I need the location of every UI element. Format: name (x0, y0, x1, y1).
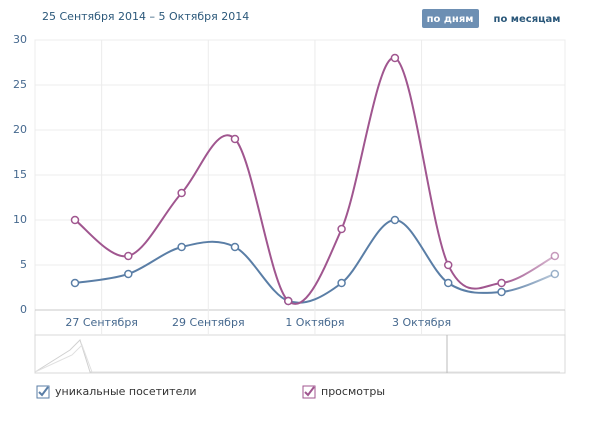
point (497, 278, 506, 288)
series-line (74, 56, 556, 305)
point (337, 224, 346, 234)
y-tick-label: 0 (20, 303, 27, 316)
legend-label: уникальные посетители (55, 385, 197, 398)
date-range: 25 Сентября 2014 – 5 Октября 2014 (42, 10, 249, 23)
point (230, 242, 240, 252)
point (177, 242, 186, 252)
point (443, 260, 453, 270)
day-button[interactable]: по дням (427, 14, 474, 25)
x-tick-label: 29 Сентября (172, 316, 245, 329)
point (390, 53, 400, 63)
y-tick-label: 25 (13, 78, 27, 91)
point (124, 251, 133, 261)
x-tick-label: 3 Октября (392, 316, 451, 329)
point (550, 269, 560, 279)
legend-check (38, 386, 49, 397)
point (497, 287, 506, 297)
point (124, 269, 133, 279)
point (177, 188, 186, 198)
y-tick-label: 5 (20, 258, 27, 271)
series-line (74, 218, 556, 304)
x-axis-band (34, 309, 566, 336)
day-button-bg[interactable] (422, 9, 479, 28)
navigator[interactable] (34, 334, 566, 374)
point (550, 251, 560, 261)
x-tick-label: 1 Октября (285, 316, 344, 329)
point (70, 215, 80, 225)
month-button[interactable]: по месяцам (494, 14, 561, 25)
y-tick-label: 20 (13, 123, 27, 136)
y-tick-label: 10 (13, 213, 27, 226)
y-tick-label: 15 (13, 168, 27, 181)
point (443, 278, 453, 288)
navigator-line (34, 344, 560, 373)
legend-check (304, 386, 315, 397)
y-tick-label: 30 (13, 33, 27, 46)
point (70, 278, 80, 288)
point (230, 134, 240, 144)
point (284, 296, 293, 306)
point (337, 278, 346, 288)
x-tick-label: 27 Сентября (65, 316, 138, 329)
point (390, 215, 400, 225)
legend-label: просмотры (321, 385, 385, 398)
